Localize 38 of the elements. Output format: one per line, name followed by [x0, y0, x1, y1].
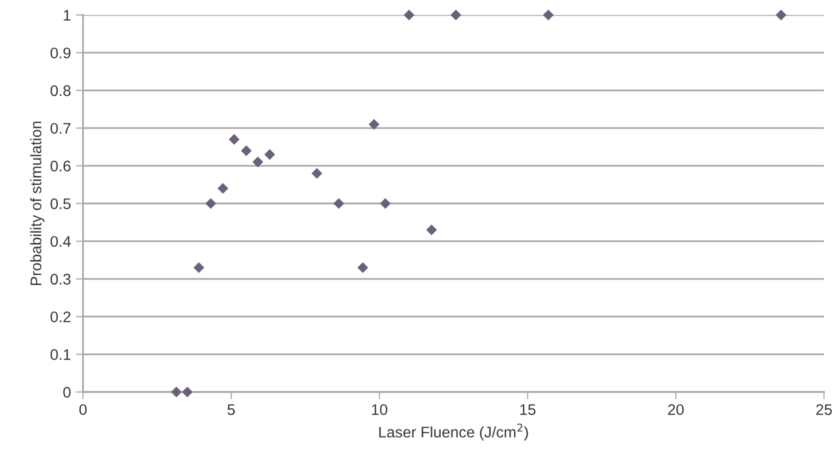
point	[542, 10, 554, 20]
point	[170, 386, 182, 398]
point	[333, 198, 344, 209]
y-tick-label: 1	[64, 10, 70, 21]
y-tick-label: 0.1	[50, 349, 70, 360]
point	[404, 10, 414, 20]
point	[218, 183, 228, 194]
point	[252, 156, 264, 168]
x-tick-label: 15	[520, 404, 536, 416]
point	[240, 145, 252, 156]
point	[368, 118, 380, 130]
x-tick-label: 10	[372, 404, 388, 416]
y-tick-label: 0.8	[50, 85, 71, 96]
y-tick-label: 0.6	[50, 160, 71, 172]
x-tick-label: 25	[816, 404, 832, 416]
point	[311, 168, 322, 179]
point	[264, 149, 276, 160]
y-axis-title: Probability of stimulation	[30, 122, 44, 286]
y-tick-label: 0.7	[50, 122, 70, 134]
point	[205, 198, 216, 209]
point	[450, 10, 462, 20]
point	[426, 224, 437, 236]
point	[776, 10, 786, 20]
x-tick-label: 5	[228, 404, 235, 416]
y-tick-label: 0.4	[50, 236, 71, 247]
point	[194, 262, 204, 273]
x-axis-title: Laser Fluence (J/cm$^{2}$)	[379, 424, 528, 441]
x-tick-label: 20	[668, 404, 684, 416]
y-tick-label: 0	[63, 386, 71, 398]
x-tick-label: 0	[79, 404, 87, 416]
point	[357, 262, 368, 273]
point	[380, 198, 391, 209]
y-tick-label: 0.9	[50, 48, 70, 58]
y-tick-label: 0.3	[50, 274, 71, 285]
point	[182, 386, 193, 398]
y-tick-label: 0.5	[50, 198, 71, 210]
y-tick-label: 0.2	[50, 311, 70, 322]
point	[228, 134, 240, 145]
